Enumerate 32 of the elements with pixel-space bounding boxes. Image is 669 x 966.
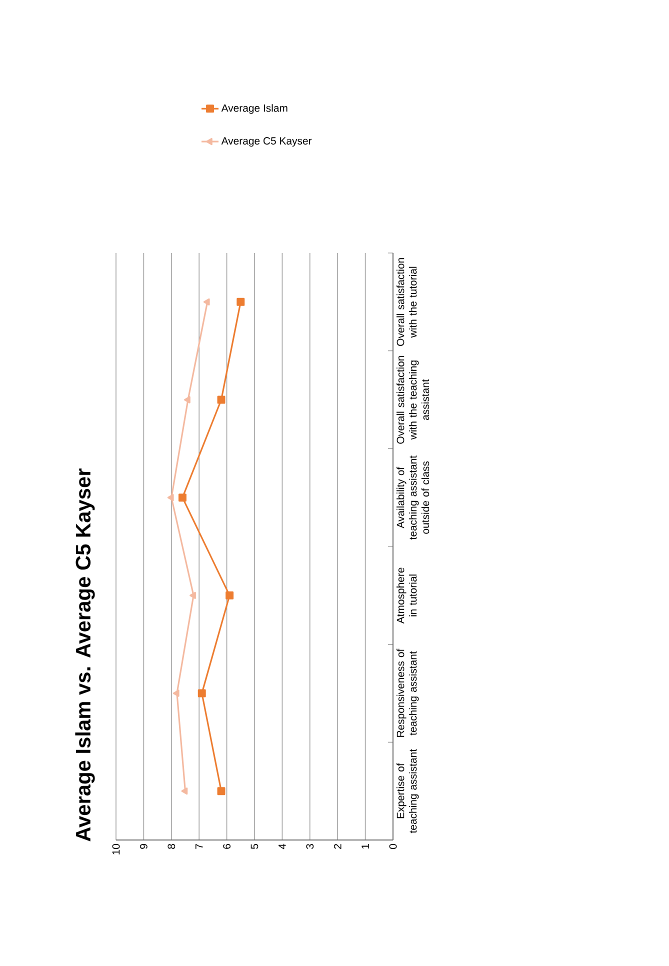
- y-tick-label: Responsiveness of teaching assistant: [396, 648, 419, 737]
- point: [226, 591, 234, 600]
- legend-label: Average C5 Kayser: [221, 137, 312, 147]
- point: [167, 494, 174, 502]
- point: [190, 592, 196, 599]
- point: [198, 689, 206, 698]
- x-tick-label: 2: [334, 844, 342, 849]
- point: [178, 494, 186, 502]
- y-tick-label: Overall satisfaction with the teaching assistant: [396, 356, 430, 444]
- y-tick-label: Expertise of teaching assistant: [396, 749, 419, 834]
- y-tick-label: Overall satisfaction with the tutorial: [396, 258, 417, 346]
- point: [217, 396, 226, 404]
- x-tick-label: 5: [250, 844, 258, 849]
- x-tick-label: 10: [112, 844, 120, 854]
- point: [217, 787, 226, 796]
- point: [172, 690, 180, 697]
- text: Average Islam vs. Average C5 Kayser: [75, 468, 95, 842]
- legend-label: Average Islam: [221, 104, 288, 114]
- x-tick-label: 0: [389, 844, 397, 849]
- x-tick-label: 4: [278, 844, 286, 850]
- x-tick-label: 1: [362, 844, 369, 849]
- point: [184, 396, 190, 404]
- x-tick-label: 7: [196, 844, 203, 849]
- x-tick-label: 3: [306, 844, 314, 849]
- point: [181, 788, 188, 795]
- y-tick-label: Availability of teaching assistant outside of class: [396, 456, 430, 540]
- point: [236, 298, 245, 306]
- y-tick-label: Atmosphere in tutorial: [396, 568, 417, 624]
- point: [203, 298, 210, 306]
- x-tick-label: 6: [223, 844, 231, 849]
- x-tick-label: 8: [168, 844, 176, 849]
- x-tick-label: 9: [140, 844, 148, 849]
